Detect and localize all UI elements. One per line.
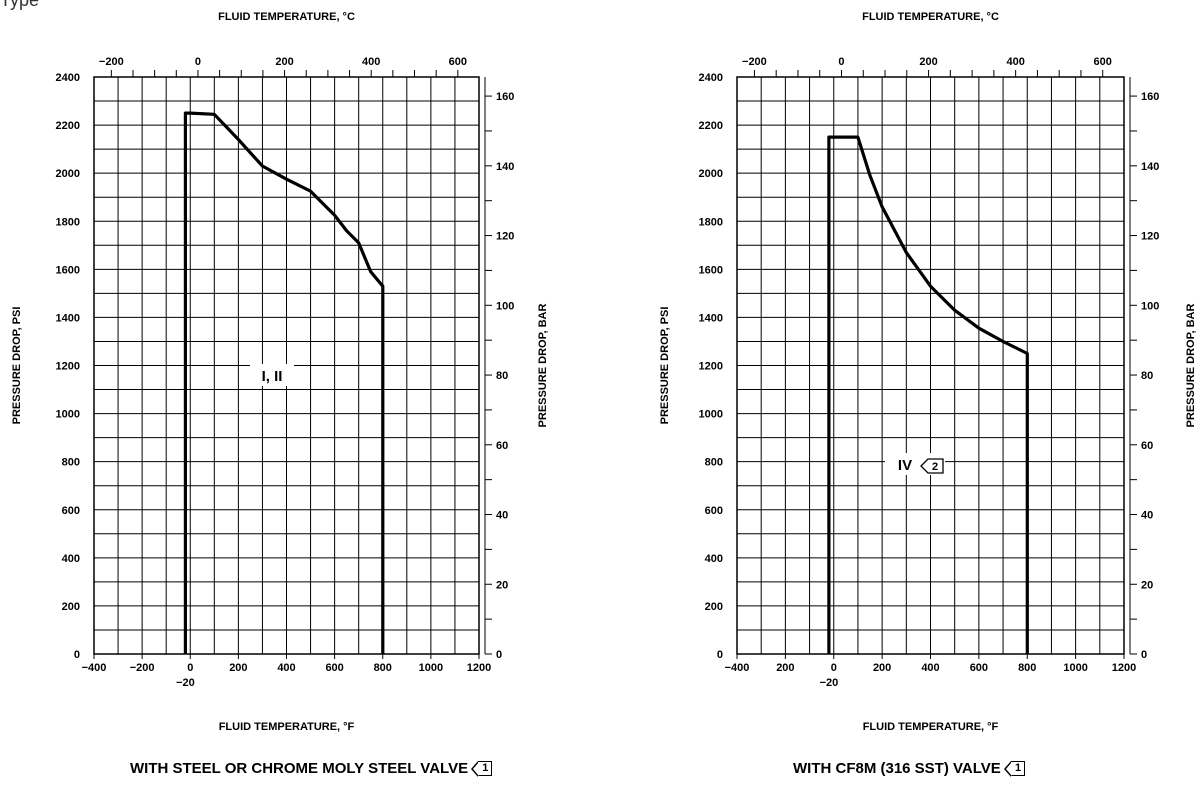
right-chart-caption: WITH CF8M (316 SST) VALVE 1: [793, 760, 1026, 778]
left-y-tick-label: 1000: [56, 409, 80, 421]
right-x-tick-label: 1200: [1112, 662, 1136, 674]
right-top-tick-label: 400: [1006, 56, 1024, 68]
left-x-tick-label: 0: [187, 662, 193, 674]
right-y-tick-label: 0: [717, 649, 723, 661]
left-y-tick-label: 1800: [56, 216, 80, 228]
right-y-tick-label: 400: [705, 553, 723, 565]
right-right-tick-label: 0: [1141, 649, 1147, 661]
left-y-tick-label: 2400: [56, 72, 80, 84]
right-right-tick-label: 40: [1141, 510, 1153, 522]
left-y-tick-label: 1200: [56, 361, 80, 373]
right-top-tick-label: 200: [919, 56, 937, 68]
left-chart-caption-ref-flag: 1: [471, 761, 493, 777]
left-y-tick-label: 1600: [56, 264, 80, 276]
right-x-tick-label: −400: [725, 662, 750, 674]
right-right-tick-label: 140: [1141, 161, 1159, 173]
right-x-tick-label: 200: [873, 662, 891, 674]
left-right-tick-label: 0: [496, 649, 502, 661]
right-y-tick-label: 1400: [699, 312, 723, 324]
left-pressure-limit-curve: [183, 111, 385, 654]
right-y-tick-label: 1200: [699, 361, 723, 373]
left-top-tick-label: 200: [275, 56, 293, 68]
right-pressure-limit-curve: [827, 135, 1029, 654]
left-y-tick-label: 2200: [56, 120, 80, 132]
left-top-tick-label: 0: [195, 56, 201, 68]
right-right-axis-title: PRESSURE DROP, BAR: [1185, 304, 1197, 428]
right-x-extra-tick-label: −20: [820, 677, 839, 689]
right-region-ref-flag: [920, 458, 944, 474]
left-region-label: I, II: [262, 368, 283, 385]
left-x-tick-label: 1200: [467, 662, 491, 674]
right-right-tick-label: 60: [1141, 440, 1153, 452]
right-right-tick-label: 120: [1141, 231, 1159, 243]
right-y-tick-label: 2200: [699, 120, 723, 132]
left-y-tick-label: 800: [62, 457, 80, 469]
left-right-axis-title: PRESSURE DROP, BAR: [537, 304, 549, 428]
left-x-tick-label: 200: [229, 662, 247, 674]
left-chart-caption-text: WITH STEEL OR CHROME MOLY STEEL VALVE: [130, 760, 469, 777]
left-x-tick-label: −400: [82, 662, 107, 674]
right-x-tick-label: 800: [1018, 662, 1036, 674]
left-top-tick-label: 600: [449, 56, 467, 68]
right-y-tick-label: 200: [705, 601, 723, 613]
left-right-tick-label: 80: [496, 370, 508, 382]
right-top-axis-title: FLUID TEMPERATURE, °C: [862, 11, 999, 23]
right-chart-caption-ref-flag: 1: [1003, 761, 1026, 777]
right-right-tick-label: 80: [1141, 370, 1153, 382]
left-top-tick-label: −200: [99, 56, 124, 68]
right-top-tick-label: −200: [742, 56, 767, 68]
right-right-tick-label: 160: [1141, 91, 1159, 103]
right-bottom-axis-title: FLUID TEMPERATURE, °F: [863, 721, 999, 733]
right-y-tick-label: 1000: [699, 409, 723, 421]
left-y-tick-label: 200: [62, 601, 80, 613]
right-region-label: IV: [898, 457, 912, 474]
left-left-axis-title: PRESSURE DROP, PSI: [11, 307, 23, 425]
left-top-axis-title: FLUID TEMPERATURE, °C: [218, 11, 355, 23]
right-y-tick-label: 2000: [699, 168, 723, 180]
left-y-tick-label: 400: [62, 553, 80, 565]
left-x-tick-label: 1000: [419, 662, 443, 674]
left-x-tick-label: −200: [130, 662, 155, 674]
right-x-tick-label: 0: [831, 662, 837, 674]
left-y-tick-label: 1400: [56, 312, 80, 324]
right-left-axis-title: PRESSURE DROP, PSI: [659, 307, 671, 425]
left-right-tick-label: 20: [496, 579, 508, 591]
left-x-tick-label: 800: [374, 662, 392, 674]
left-x-extra-tick-label: −20: [176, 677, 195, 689]
left-right-tick-label: 120: [496, 231, 514, 243]
right-right-tick-label: 20: [1141, 579, 1153, 591]
right-top-tick-label: 600: [1094, 56, 1112, 68]
left-y-tick-label: 600: [62, 505, 80, 517]
left-x-tick-label: 400: [277, 662, 295, 674]
left-right-tick-label: 140: [496, 161, 514, 173]
left-chart-caption: WITH STEEL OR CHROME MOLY STEEL VALVE 1: [130, 760, 493, 778]
right-region-ref-flag-number: 2: [932, 461, 938, 473]
left-right-tick-label: 40: [496, 510, 508, 522]
left-bottom-axis-title: FLUID TEMPERATURE, °F: [219, 721, 355, 733]
right-x-tick-label: 1000: [1063, 662, 1087, 674]
right-chart-caption-text: WITH CF8M (316 SST) VALVE: [793, 760, 1001, 777]
left-y-tick-label: 2000: [56, 168, 80, 180]
left-x-tick-label: 600: [325, 662, 343, 674]
right-top-tick-label: 0: [838, 56, 844, 68]
right-y-tick-label: 1600: [699, 264, 723, 276]
right-x-tick-label: 600: [970, 662, 988, 674]
right-y-tick-label: 600: [705, 505, 723, 517]
left-right-tick-label: 60: [496, 440, 508, 452]
right-right-tick-label: 100: [1141, 300, 1159, 312]
left-region-label-background: [250, 364, 294, 386]
left-top-tick-label: 400: [362, 56, 380, 68]
left-right-tick-label: 100: [496, 300, 514, 312]
right-y-tick-label: 800: [705, 457, 723, 469]
left-y-tick-label: 0: [74, 649, 80, 661]
right-x-tick-label: 200: [776, 662, 794, 674]
right-y-tick-label: 2400: [699, 72, 723, 84]
top-banner: Type: [0, 0, 40, 10]
left-right-tick-label: 160: [496, 91, 514, 103]
right-x-tick-label: 400: [921, 662, 939, 674]
right-y-tick-label: 1800: [699, 216, 723, 228]
